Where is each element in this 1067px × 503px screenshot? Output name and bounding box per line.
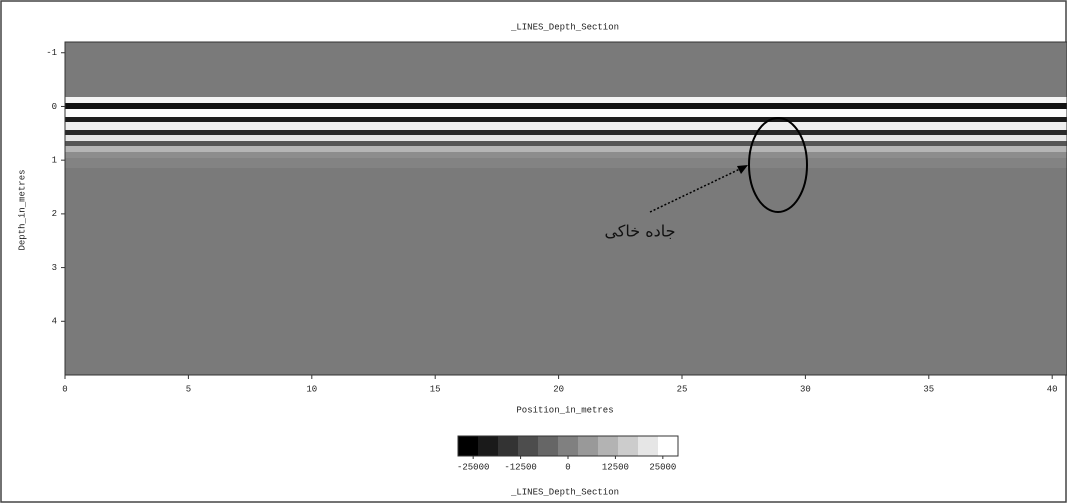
colorbar-cell <box>478 436 499 456</box>
colorbar-tick-label: -12500 <box>504 462 536 472</box>
band <box>65 130 1067 135</box>
section-background <box>65 42 1067 375</box>
colorbar-tick-label: 25000 <box>649 462 676 472</box>
colorbar-cell <box>578 436 599 456</box>
figure: _LINES_Depth_Section Depth_in_metres Pos… <box>0 0 1067 503</box>
y-tick-label: 2 <box>52 209 57 219</box>
band <box>65 122 1067 130</box>
y-tick-label: 1 <box>52 156 57 166</box>
x-tick-label: 0 <box>62 384 67 394</box>
annotation: جاده خاکی <box>604 222 675 241</box>
x-tick-label: 35 <box>923 384 934 394</box>
band <box>65 117 1067 122</box>
band <box>65 158 1067 168</box>
colorbar-cell <box>558 436 579 456</box>
chart-title: _LINES_Depth_Section <box>510 22 619 32</box>
y-tick-label: 4 <box>52 317 57 327</box>
x-axis-label: Position_in_metres <box>516 405 613 415</box>
band <box>65 141 1067 146</box>
colorbar-cell <box>518 436 539 456</box>
plot-area <box>65 42 1067 375</box>
x-tick-label: 25 <box>677 384 688 394</box>
x-tick-label: 20 <box>553 384 564 394</box>
colorbar-cell <box>658 436 679 456</box>
x-tick-label: 40 <box>1047 384 1058 394</box>
band <box>65 103 1067 109</box>
colorbar-cell <box>458 436 479 456</box>
y-tick-label: 0 <box>52 102 57 112</box>
colorbar-cell <box>538 436 559 456</box>
colorbar-cell <box>618 436 639 456</box>
colorbar-label: _LINES_Depth_Section <box>510 487 619 497</box>
band <box>65 97 1067 103</box>
colorbar-cell <box>638 436 659 456</box>
y-axis-label: Depth_in_metres <box>17 169 27 250</box>
band <box>65 135 1067 141</box>
colorbar-tick-label: 12500 <box>602 462 629 472</box>
x-tick-label: 15 <box>430 384 441 394</box>
band <box>65 109 1067 117</box>
x-tick-label: 5 <box>186 384 191 394</box>
colorbar-cell <box>598 436 619 456</box>
x-tick-label: 30 <box>800 384 811 394</box>
colorbar-cell <box>498 436 519 456</box>
y-tick-label: -1 <box>46 48 57 58</box>
y-tick-label: 3 <box>52 263 57 273</box>
colorbar-tick-label: 0 <box>565 462 570 472</box>
colorbar-tick-label: -25000 <box>457 462 489 472</box>
band <box>65 146 1067 152</box>
x-tick-label: 10 <box>306 384 317 394</box>
reflection-bands <box>65 97 1067 168</box>
band <box>65 152 1067 158</box>
